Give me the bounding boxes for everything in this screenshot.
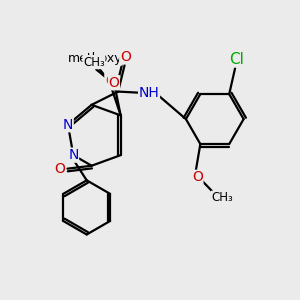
Text: CH₃: CH₃ [83,56,105,69]
Text: N: N [63,118,73,132]
Text: N: N [68,148,79,162]
Text: O: O [54,162,65,176]
Text: Cl: Cl [229,52,244,67]
Text: O: O [105,74,116,88]
Text: O: O [192,170,203,184]
Text: CH₃: CH₃ [212,191,233,204]
Text: NH: NH [139,86,159,100]
Text: methoxy: methoxy [68,52,122,65]
Text: O: O [109,76,119,90]
Text: O: O [120,50,130,64]
